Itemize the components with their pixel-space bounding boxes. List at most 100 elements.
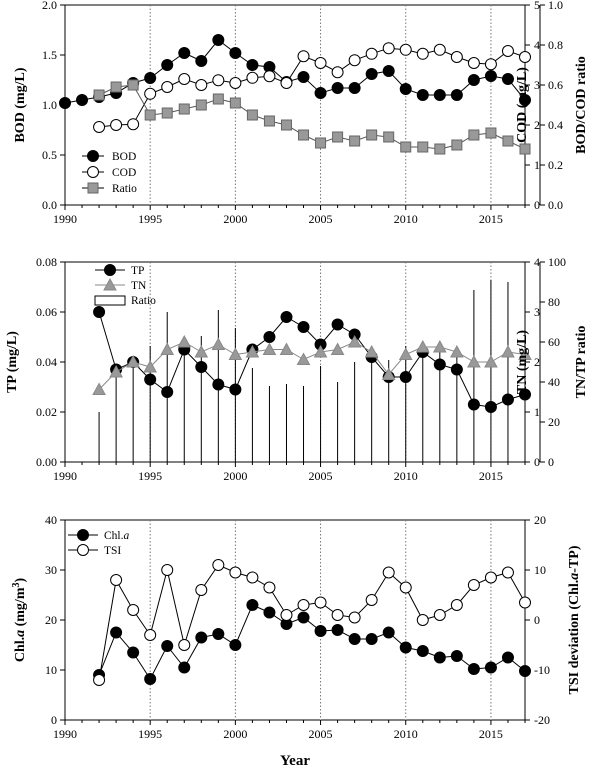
y-far-right-tick-label: 0.0 (548, 198, 563, 212)
data-point (332, 131, 344, 143)
y-far-right-tick-label: 0.2 (548, 158, 563, 172)
y-far-right-tick-label: 0.8 (548, 38, 563, 52)
axis-title-bod-cod-ratio: BOD/COD ratio (574, 56, 589, 154)
data-point (212, 74, 225, 87)
y-axis-left-ticks: 0 10 20 30 40 (45, 513, 65, 727)
data-point (399, 43, 412, 56)
data-point (144, 109, 156, 121)
data-point (263, 606, 276, 619)
axis-title-tp: TP (mg/L) (5, 331, 20, 393)
data-point (315, 137, 327, 149)
data-point (519, 94, 531, 106)
data-point (262, 342, 277, 355)
series-line-bod (64, 39, 526, 104)
data-point (484, 571, 497, 584)
data-point (382, 65, 395, 77)
y-right-tick-label: -20 (534, 713, 550, 727)
data-point (450, 650, 463, 662)
data-point (229, 47, 242, 59)
data-point (297, 611, 310, 624)
x-tick-label: 2010 (394, 469, 418, 483)
legend-marker-tsi (77, 544, 89, 556)
legend-label-chla: Chl.a (104, 530, 130, 542)
legend: BOD COD Ratio (82, 150, 137, 195)
data-point (501, 73, 514, 85)
legend-marker-bod (87, 150, 99, 162)
data-point (450, 344, 464, 358)
data-point (467, 398, 480, 411)
legend-label-cod: COD (112, 167, 136, 179)
data-point (331, 318, 344, 331)
data-point (382, 42, 395, 55)
x-tick-label: 1995 (138, 212, 162, 226)
data-point (433, 89, 446, 101)
data-point (246, 59, 259, 71)
data-point (416, 89, 429, 101)
data-point (245, 344, 260, 358)
data-point (467, 74, 480, 86)
data-point (416, 47, 429, 60)
y-far-right-tick-label: 40 (548, 375, 560, 389)
legend-label-ratio: Ratio (131, 295, 156, 307)
data-point (364, 344, 379, 358)
y-far-right-tick-label: 1.0 (548, 0, 563, 12)
data-point (93, 89, 105, 101)
y-right-tick-label: 10 (534, 563, 546, 577)
data-point (451, 139, 463, 151)
data-point (93, 674, 106, 686)
data-point (195, 99, 207, 111)
legend-label-tsi: TSI (104, 545, 121, 557)
y-left-tick-label: 0.5 (42, 148, 57, 162)
data-point (450, 89, 463, 101)
data-point (280, 609, 293, 621)
data-point (195, 79, 208, 91)
data-point (467, 57, 480, 69)
data-point (314, 596, 327, 609)
series-marks (59, 34, 531, 155)
data-point (110, 119, 123, 131)
x-tick-label: 1990 (53, 469, 77, 483)
data-point (126, 354, 140, 368)
y-far-right-tick-label: 100 (548, 255, 566, 269)
data-point (484, 354, 498, 368)
x-axis-ticks: 1990 1995 2000 2005 2010 2015 (53, 205, 526, 226)
y-far-right-tick-label: 0 (548, 455, 554, 469)
x-tick-label: 2000 (223, 469, 247, 483)
data-point (382, 626, 395, 639)
data-point (366, 129, 378, 141)
data-point (178, 639, 191, 651)
data-point (161, 107, 173, 119)
y-right-tick-label: 2 (534, 355, 540, 369)
data-point (144, 72, 157, 84)
x-tick-label: 2005 (309, 469, 333, 483)
data-point (161, 81, 174, 93)
legend-label-ratio: Ratio (112, 183, 137, 195)
y-far-right-tick-label: 80 (548, 295, 560, 309)
data-point (212, 559, 225, 571)
data-point (348, 82, 361, 94)
data-point (263, 115, 275, 127)
data-point (195, 631, 208, 644)
data-point (160, 342, 175, 355)
data-point (450, 51, 463, 63)
axis-title-tn: TN (mg/L) (515, 330, 530, 395)
data-point (194, 344, 209, 358)
data-point (468, 129, 480, 141)
data-point (331, 609, 344, 621)
data-point (195, 584, 208, 596)
axis-title-bod: BOD (mg/L) (13, 67, 28, 142)
data-point (484, 58, 497, 71)
data-point (314, 57, 327, 69)
legend-marker-ratio (87, 182, 99, 194)
data-point (297, 71, 310, 83)
y-right-tick-label: 0 (534, 455, 540, 469)
data-point (434, 143, 446, 155)
y-left-tick-label: 40 (45, 513, 57, 527)
y-left-tick-label: 0.00 (36, 455, 57, 469)
y-left-tick-label: 0 (51, 713, 57, 727)
data-point (331, 624, 344, 636)
data-point (161, 386, 174, 398)
data-point (519, 665, 531, 677)
